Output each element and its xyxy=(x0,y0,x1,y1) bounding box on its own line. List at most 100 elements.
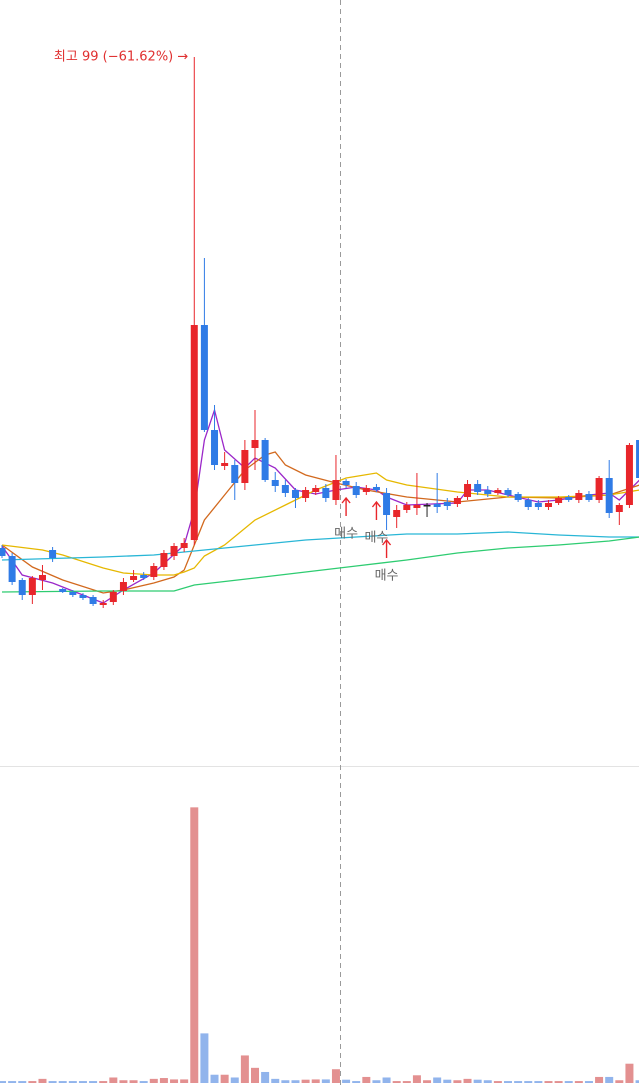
moving-average-line xyxy=(1,472,639,576)
volume-bar xyxy=(291,1080,300,1083)
signal-label: 매수 xyxy=(334,527,358,542)
volume-bar xyxy=(109,1077,118,1083)
volume-bar xyxy=(635,1080,639,1083)
candle-body xyxy=(109,592,117,602)
candle-body xyxy=(423,505,431,507)
candle-body xyxy=(302,490,310,498)
volume-bar xyxy=(230,1077,239,1083)
volume-bar xyxy=(200,1033,209,1083)
volume-bar xyxy=(210,1074,219,1083)
moving-average-line xyxy=(1,451,639,594)
candle-body xyxy=(160,553,168,567)
volume-bar xyxy=(261,1071,270,1083)
volume-bar xyxy=(18,1081,27,1083)
candle-body xyxy=(130,576,138,580)
candle-body xyxy=(140,575,148,578)
volume-bar xyxy=(68,1081,77,1083)
volume-bar xyxy=(453,1080,462,1083)
moving-average-line xyxy=(1,536,639,593)
volume-bar xyxy=(362,1076,371,1083)
candle-body xyxy=(200,325,208,430)
signal-arrow xyxy=(382,538,392,558)
volume-bar xyxy=(38,1078,47,1083)
candle-body xyxy=(190,325,198,540)
candle-body xyxy=(69,592,77,595)
volume-bar xyxy=(119,1080,128,1083)
candle-body xyxy=(99,603,107,605)
volume-bar xyxy=(433,1077,442,1083)
candle-body xyxy=(180,543,188,548)
candle-body xyxy=(342,481,350,485)
candle-body xyxy=(403,505,411,510)
volume-bar xyxy=(554,1081,563,1083)
candle-body xyxy=(383,493,391,515)
volume-bar xyxy=(311,1079,320,1083)
candle-body xyxy=(38,575,46,580)
candle-body xyxy=(79,595,87,598)
candle-body xyxy=(544,503,552,507)
volume-bar xyxy=(48,1081,57,1083)
volume-bar xyxy=(463,1078,472,1083)
candle-body xyxy=(352,486,360,495)
volume-bar xyxy=(58,1081,67,1083)
volume-bar xyxy=(423,1080,432,1083)
volume-bar xyxy=(595,1076,604,1083)
candle-body xyxy=(231,465,239,483)
candle-body xyxy=(534,503,542,507)
candle-body xyxy=(474,484,482,492)
candle-body xyxy=(393,510,401,517)
moving-average-line xyxy=(1,531,639,561)
volume-bar xyxy=(28,1081,37,1083)
volume-bar xyxy=(331,1069,340,1083)
candle-body xyxy=(281,485,289,493)
volume-bar xyxy=(149,1078,158,1083)
volume-bar xyxy=(372,1080,381,1083)
candle-body xyxy=(291,490,299,498)
candle-body xyxy=(372,487,380,490)
volume-bar xyxy=(584,1081,593,1083)
volume-bar xyxy=(352,1081,361,1083)
volume-bar xyxy=(89,1081,98,1083)
volume-bar xyxy=(99,1081,108,1083)
volume-bar xyxy=(271,1078,280,1083)
volume-bar xyxy=(190,807,199,1083)
volume-bar xyxy=(159,1078,168,1083)
volume-bar xyxy=(504,1081,512,1083)
candle-body xyxy=(585,494,593,500)
candle-body xyxy=(59,589,67,592)
volume-bar xyxy=(402,1081,411,1083)
volume-bar xyxy=(240,1055,249,1083)
candle-body xyxy=(150,566,158,577)
volume-bar xyxy=(605,1076,614,1083)
signal-label: 매수 xyxy=(375,569,399,584)
candle-body xyxy=(211,430,219,465)
volume-bar xyxy=(170,1079,179,1083)
volume-bar xyxy=(392,1081,401,1083)
volume-bar xyxy=(78,1081,87,1083)
volume-bar xyxy=(180,1079,189,1083)
candle-body xyxy=(8,556,16,582)
candle-body xyxy=(595,478,603,500)
candle-body xyxy=(524,500,532,507)
candle-body xyxy=(453,498,461,504)
candle-body xyxy=(504,490,512,495)
signal-label: 매수 xyxy=(364,531,388,546)
volume-bar xyxy=(382,1077,391,1083)
volume-bar xyxy=(412,1075,421,1083)
volume-bar xyxy=(139,1081,148,1083)
candle-body xyxy=(413,505,421,508)
signal-arrow xyxy=(371,500,381,520)
volume-bar xyxy=(8,1081,17,1083)
peak-label: 최고 99 (−61.62%) → xyxy=(54,50,188,65)
volume-bar xyxy=(615,1080,624,1083)
candle-body xyxy=(312,488,320,492)
candle-body xyxy=(514,494,522,500)
candle-body xyxy=(322,488,330,498)
volume-bar xyxy=(625,1063,634,1083)
candle-body xyxy=(565,497,573,500)
candle-body xyxy=(89,597,97,604)
candle-body xyxy=(494,490,502,493)
candle-body xyxy=(433,504,441,507)
